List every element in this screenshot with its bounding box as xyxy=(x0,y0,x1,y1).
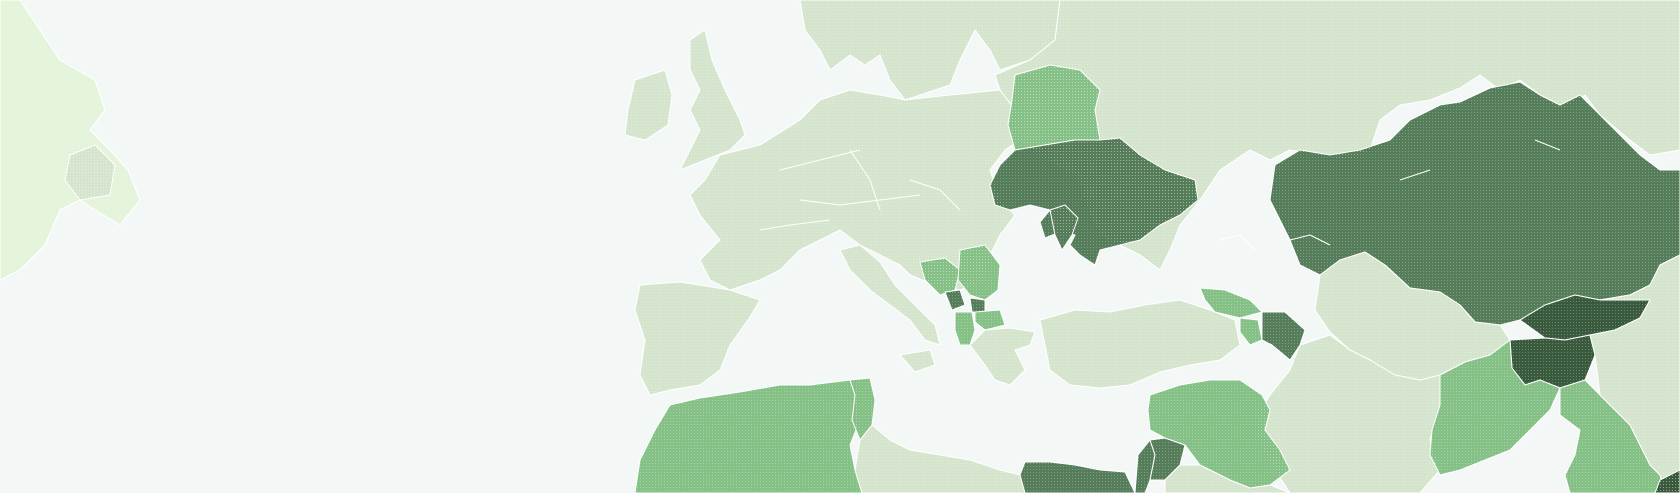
region-belarus[interactable] xyxy=(1007,64,1101,151)
region-kosovo[interactable] xyxy=(969,297,986,313)
region-albania[interactable] xyxy=(954,311,976,346)
region-tajikistan[interactable] xyxy=(1509,334,1596,389)
